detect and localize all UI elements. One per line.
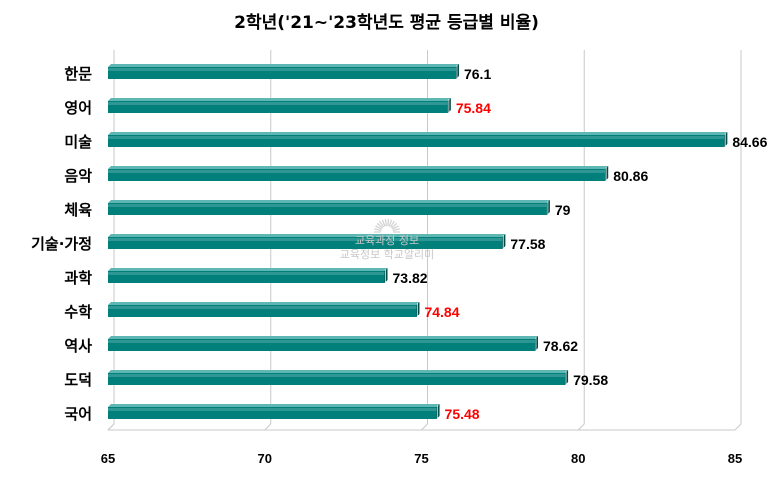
x-tick-label: 75	[414, 451, 428, 466]
category-label: 영어	[64, 99, 92, 117]
data-label: 79	[555, 202, 571, 218]
category-label: 한문	[64, 65, 92, 83]
bar-top	[108, 200, 550, 203]
category-label: 음악	[64, 167, 92, 185]
bar-top	[108, 268, 388, 271]
bar	[108, 166, 609, 181]
bar-top	[108, 64, 459, 67]
bar	[108, 234, 506, 249]
bar	[108, 268, 388, 283]
bar-top	[108, 404, 440, 407]
watermark-burst-icon	[374, 219, 400, 233]
data-label: 75.84	[456, 100, 491, 116]
bar-top	[108, 302, 420, 305]
x-tick-label: 80	[571, 451, 585, 466]
category-label: 과학	[64, 269, 92, 287]
category-label: 기술·가정	[31, 235, 92, 253]
x-tick-label: 85	[728, 451, 742, 466]
bars-layer	[108, 64, 728, 419]
watermark: 교육과정 정보 교육정보 학교알리미	[340, 219, 435, 261]
data-label: 78.62	[543, 338, 578, 354]
bar-top	[108, 98, 451, 101]
bar	[108, 336, 538, 351]
category-label: 체육	[64, 201, 92, 219]
bar	[108, 404, 440, 419]
category-label: 수학	[64, 303, 92, 321]
data-label: 75.48	[445, 406, 480, 422]
bar	[108, 200, 550, 215]
category-label: 도덕	[64, 371, 92, 389]
bar	[108, 132, 728, 147]
watermark-line-2: 교육정보 학교알리미	[340, 247, 435, 261]
bar	[108, 98, 451, 113]
data-label: 84.66	[732, 134, 767, 150]
data-label: 77.58	[510, 236, 545, 252]
bar-top	[108, 132, 728, 135]
data-label: 79.58	[573, 372, 608, 388]
x-tick-label: 65	[101, 451, 115, 466]
x-tick-label: 70	[258, 451, 272, 466]
data-label: 74.84	[424, 304, 459, 320]
bar-top	[108, 234, 506, 237]
bar-top	[108, 336, 538, 339]
labels-layer: 65 70 75 80 85 한문 76.1 영어 75.84 미술 84.66 음악 80.86 체육 7…	[31, 65, 767, 466]
bar-top	[108, 166, 609, 169]
category-label: 국어	[64, 405, 92, 423]
data-label: 80.86	[613, 168, 648, 184]
category-label: 미술	[64, 133, 92, 151]
bar	[108, 302, 420, 317]
bar	[108, 64, 459, 79]
bar-top	[108, 370, 569, 373]
chart-title: 2학년('21~'23학년도 평균 등급별 비율)	[234, 13, 539, 33]
watermark-line-1: 교육과정 정보	[355, 234, 419, 247]
category-label: 역사	[64, 337, 92, 355]
data-label: 73.82	[393, 270, 428, 286]
data-label: 76.1	[464, 66, 491, 82]
bar	[108, 370, 569, 385]
